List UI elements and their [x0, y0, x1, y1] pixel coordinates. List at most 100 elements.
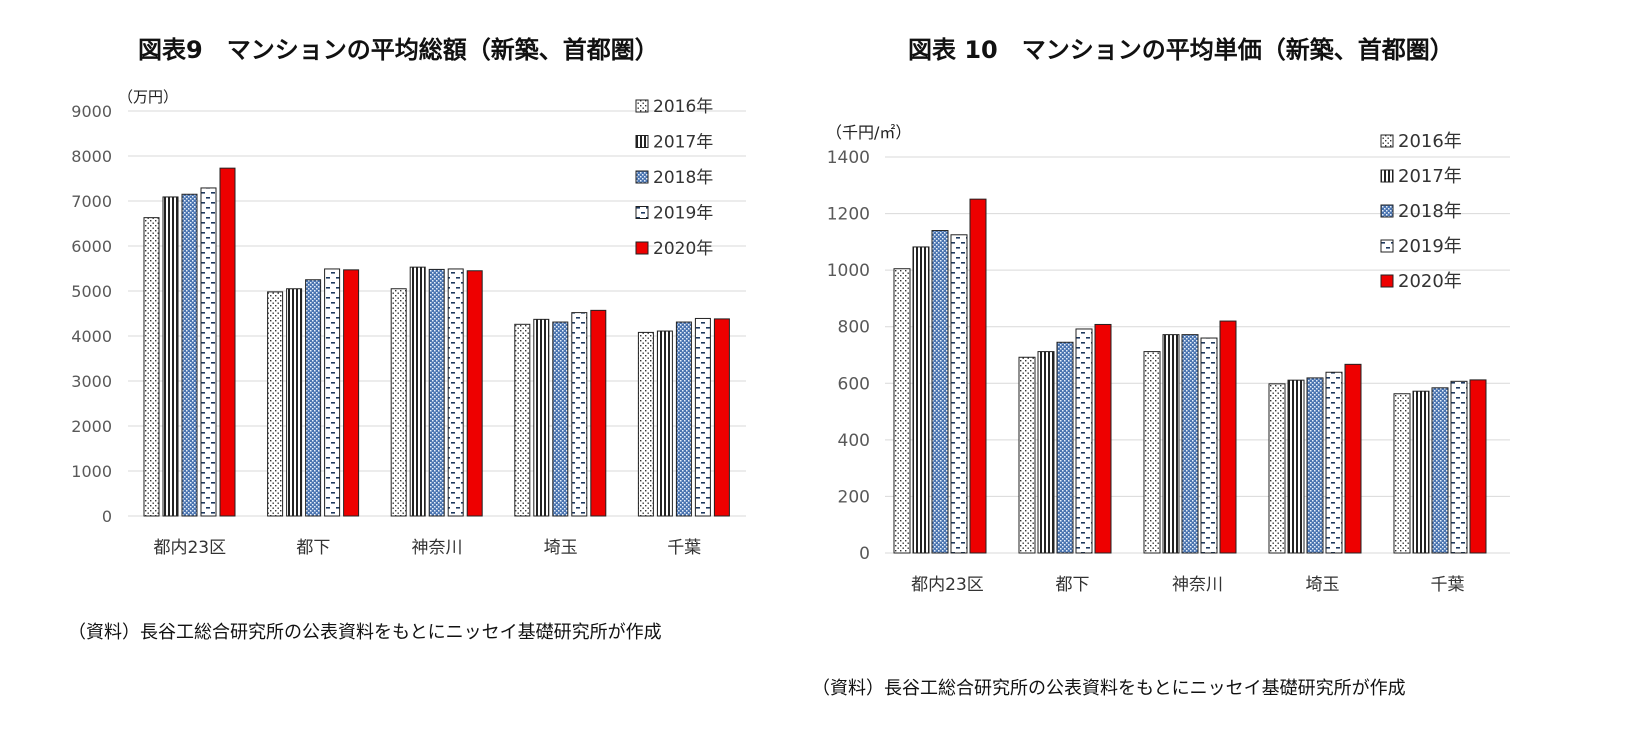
- y-tick-label: 4000: [71, 327, 112, 346]
- x-category-label: 都内23区: [911, 575, 984, 595]
- legend-swatch-2019年: [1380, 239, 1394, 253]
- source-note: （資料）長谷工総合研究所の公表資料をもとにニッセイ基礎研究所が作成: [812, 678, 1406, 699]
- chart-title: 図表 10 マンションの平均単価（新築、首都圏）: [908, 36, 1454, 64]
- bar-埼玉-2017年: [1287, 379, 1305, 554]
- bar-千葉-2017年: [1412, 390, 1430, 554]
- y-tick-label: 0: [102, 507, 112, 526]
- x-category-label: 都下: [1056, 575, 1090, 595]
- y-tick-label: 400: [838, 431, 870, 451]
- y-tick-label: 200: [838, 487, 870, 507]
- legend-label: 2017年: [1398, 166, 1462, 187]
- legend-label: 2017年: [653, 133, 713, 153]
- bar-都下-2019年: [324, 268, 341, 517]
- legend-swatch-2017年: [635, 135, 649, 148]
- bar-神奈川-2018年: [1181, 334, 1199, 554]
- y-tick-label: 1000: [827, 261, 870, 281]
- bar-神奈川-2017年: [409, 266, 426, 517]
- bar-都下-2020年: [1094, 323, 1112, 554]
- y-tick-label: 800: [838, 318, 870, 338]
- bar-chart-unit-price: 0 200 400 600 800 1000 1200 1400 （千円/㎡） 都内23区 都下 神奈…: [826, 123, 1510, 595]
- legend-swatch-2019年: [635, 206, 649, 219]
- legend-label: 2019年: [653, 204, 713, 224]
- bar-都下-2016年: [1018, 356, 1036, 554]
- legend-swatch-2018年: [635, 170, 649, 184]
- legend-label: 2016年: [1398, 131, 1462, 152]
- y-tick-label: 6000: [71, 237, 112, 256]
- bar-都内23区-2020年: [219, 167, 236, 517]
- legend-swatch-2018年: [1380, 204, 1394, 218]
- y-tick-label: 9000: [71, 102, 112, 121]
- x-category-label: 埼玉: [544, 538, 578, 558]
- bar-神奈川-2020年: [1219, 320, 1237, 554]
- y-axis-unit-label: （万円）: [118, 88, 178, 106]
- bar-都内23区-2020年: [969, 198, 987, 554]
- x-category-label: 埼玉: [1306, 575, 1340, 595]
- bar-千葉-2019年: [694, 317, 711, 517]
- bar-埼玉-2018年: [552, 321, 569, 517]
- bar-神奈川-2019年: [1200, 337, 1218, 554]
- bar-都内23区-2017年: [162, 196, 179, 517]
- legend-label: 2018年: [1398, 201, 1462, 222]
- bar-神奈川-2019年: [447, 268, 464, 517]
- x-category-label: 神奈川: [1172, 575, 1223, 595]
- legend-label: 2018年: [653, 168, 713, 188]
- x-category-label: 神奈川: [412, 538, 463, 558]
- bar-千葉-2018年: [675, 321, 692, 517]
- bar-埼玉-2016年: [1268, 383, 1286, 554]
- bar-都下-2018年: [305, 279, 322, 517]
- x-category-label: 都下: [296, 538, 330, 558]
- bar-都内23区-2018年: [931, 230, 949, 554]
- bar-都内23区-2019年: [950, 234, 968, 554]
- bar-神奈川-2018年: [428, 268, 445, 517]
- legend-swatch-2016年: [1380, 134, 1394, 148]
- bar-chart-total-price: 0 1000 2000 3000 4000 5000 6000 7000 8000 9000 （万円…: [71, 88, 746, 558]
- legend-swatch-2020年: [1380, 274, 1394, 288]
- source-note: （資料）長谷工総合研究所の公表資料をもとにニッセイ基礎研究所が作成: [68, 622, 662, 643]
- legend-label: 2016年: [653, 97, 713, 117]
- legend-label: 2020年: [1398, 271, 1462, 292]
- bar-都下-2017年: [286, 288, 303, 517]
- bar-千葉-2017年: [656, 330, 673, 517]
- y-tick-label: 2000: [71, 417, 112, 436]
- bar-埼玉-2017年: [533, 318, 550, 517]
- bar-神奈川-2020年: [466, 270, 483, 517]
- bar-都下-2017年: [1037, 351, 1055, 554]
- bar-都下-2018年: [1056, 341, 1074, 554]
- bar-埼玉-2020年: [590, 309, 607, 517]
- bar-埼玉-2019年: [571, 312, 588, 517]
- legend-label: 2020年: [653, 239, 713, 259]
- x-category-label: 千葉: [1431, 575, 1465, 595]
- bar-埼玉-2019年: [1325, 371, 1343, 554]
- y-axis-unit-label: （千円/㎡）: [826, 123, 911, 142]
- bar-都下-2016年: [267, 291, 284, 517]
- bar-都内23区-2018年: [181, 193, 198, 517]
- bar-都内23区-2016年: [143, 217, 160, 517]
- bar-千葉-2020年: [713, 318, 730, 517]
- x-category-label: 都内23区: [153, 538, 226, 558]
- chart-title: 図表9 マンションの平均総額（新築、首都圏）: [138, 36, 659, 64]
- bar-埼玉-2016年: [514, 323, 531, 517]
- y-tick-label: 3000: [71, 372, 112, 391]
- legend-swatch-2016年: [635, 99, 649, 113]
- bar-千葉-2020年: [1469, 379, 1487, 554]
- x-category-label: 千葉: [667, 538, 701, 558]
- y-tick-label: 1200: [827, 205, 870, 225]
- y-tick-label: 8000: [71, 147, 112, 166]
- bar-千葉-2016年: [1393, 393, 1411, 554]
- bar-千葉-2016年: [637, 331, 654, 517]
- legend-label: 2019年: [1398, 236, 1462, 257]
- y-tick-label: 5000: [71, 282, 112, 301]
- bar-都内23区-2019年: [200, 187, 217, 517]
- bar-神奈川-2016年: [1143, 351, 1161, 554]
- bar-都下-2019年: [1075, 328, 1093, 554]
- chart-panel-unit-price: 図表 10 マンションの平均単価（新築、首都圏） 0 200 400 600 800 10…: [812, 0, 1626, 743]
- y-tick-label: 600: [838, 374, 870, 394]
- y-tick-label: 7000: [71, 192, 112, 211]
- y-tick-label: 1400: [827, 148, 870, 168]
- y-tick-label: 1000: [71, 462, 112, 481]
- bar-千葉-2019年: [1450, 380, 1468, 554]
- bar-都下-2020年: [343, 269, 360, 517]
- bar-神奈川-2017年: [1162, 334, 1180, 554]
- bar-都内23区-2016年: [893, 268, 911, 554]
- chart-panel-total-price: 図表9 マンションの平均総額（新築、首都圏） 0 1000 2000 3000 4000…: [0, 0, 800, 743]
